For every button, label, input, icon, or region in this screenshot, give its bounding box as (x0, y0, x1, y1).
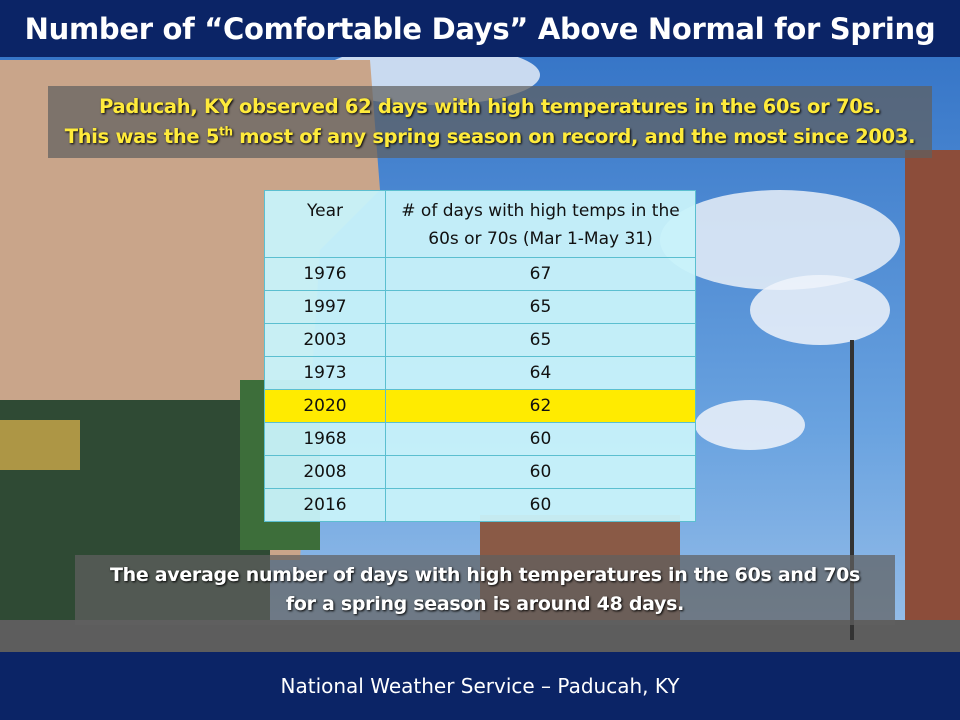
table-cell: 67 (385, 257, 696, 291)
table-cell: 1973 (264, 356, 386, 390)
callout-text: most of any spring season on record, and… (232, 125, 916, 148)
table-cell: 2003 (264, 323, 386, 357)
column-header: Year (264, 190, 386, 258)
note: The average number of days with high tem… (75, 555, 895, 625)
table-row: 2020 62 (264, 389, 696, 423)
table-row: 2008 60 (264, 455, 696, 489)
table-cell: 65 (385, 290, 696, 324)
callout-line: This was the 5th most of any spring seas… (48, 122, 932, 152)
table-row: 1973 64 (264, 356, 696, 390)
superscript: th (219, 124, 233, 139)
callout-line: Paducah, KY observed 62 days with high t… (99, 95, 881, 118)
title: Number of “Comfortable Days” Above Norma… (0, 0, 960, 57)
column-header: # of days with high temps in the 60s or … (385, 190, 696, 258)
table-row: 1997 65 (264, 290, 696, 324)
note-line: The average number of days with high tem… (109, 564, 861, 586)
table-cell: 60 (385, 455, 696, 489)
callout-text: This was the 5 (64, 125, 220, 148)
table-cell: 2016 (264, 488, 386, 522)
header-row: Year # of days with high temps in the 60s… (264, 190, 696, 258)
table-row: 1968 60 (264, 422, 696, 456)
table-cell: 64 (385, 356, 696, 390)
table-cell: 62 (385, 389, 696, 423)
table-cell: 1976 (264, 257, 386, 291)
callout: Paducah, KY observed 62 days with high t… (48, 86, 932, 158)
note-line: for a spring season is around 48 days. (285, 593, 685, 615)
table-cell: 2020 (264, 389, 386, 423)
table-cell: 60 (385, 422, 696, 456)
table-cell: 2008 (264, 455, 386, 489)
table-cell: 60 (385, 488, 696, 522)
records-table: Year # of days with high temps in the 60s… (264, 190, 696, 522)
table-cell: 1968 (264, 422, 386, 456)
footer: National Weather Service – Paducah, KY (0, 652, 960, 720)
table-row: 2003 65 (264, 323, 696, 357)
table-cell: 1997 (264, 290, 386, 324)
table-row: 2016 60 (264, 488, 696, 522)
table-row: 1976 67 (264, 257, 696, 291)
table-cell: 65 (385, 323, 696, 357)
